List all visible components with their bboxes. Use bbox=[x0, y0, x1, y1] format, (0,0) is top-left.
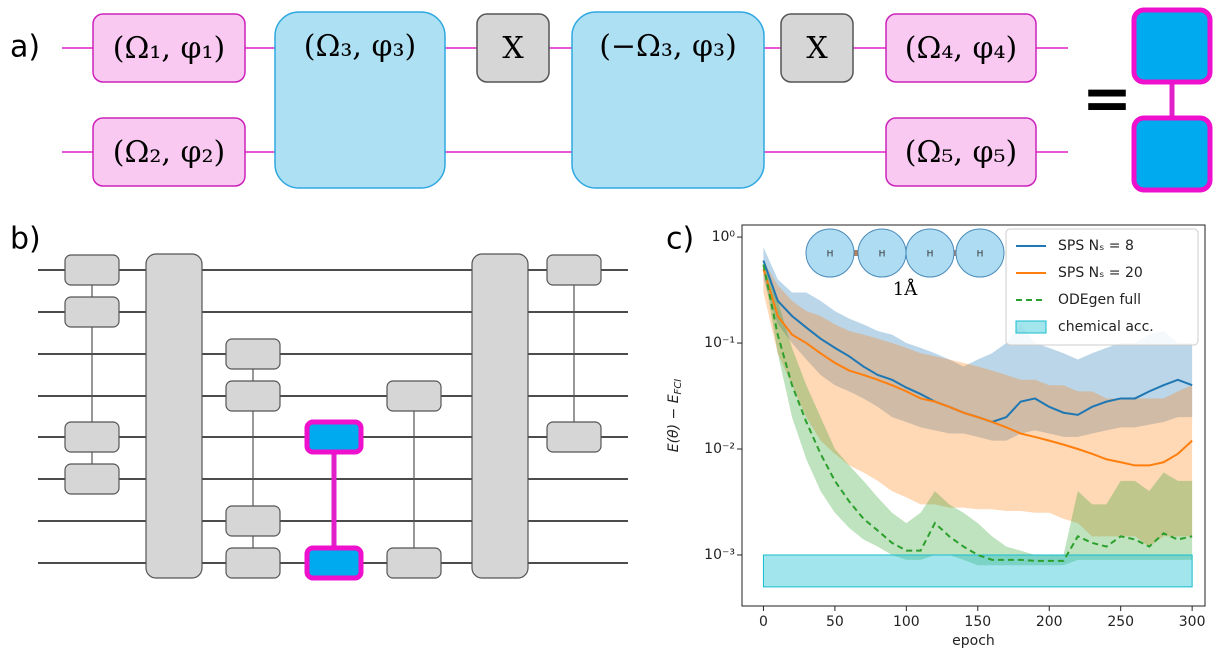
x-tick-label: 150 bbox=[964, 614, 991, 630]
gate-label: X bbox=[806, 31, 828, 66]
panel-label: b) bbox=[10, 222, 41, 257]
x-axis-label: epoch bbox=[952, 633, 995, 649]
block-symbol bbox=[1134, 118, 1210, 190]
gate-box bbox=[146, 254, 202, 578]
atom-label: H bbox=[827, 250, 834, 260]
gate-box bbox=[226, 506, 280, 536]
y-tick-label: 10⁻² bbox=[704, 441, 735, 457]
gate-box bbox=[387, 381, 441, 411]
gate-box bbox=[226, 339, 280, 369]
gate-box bbox=[307, 548, 361, 578]
x-tick-label: 0 bbox=[759, 614, 768, 630]
gate-box bbox=[65, 422, 119, 452]
gate-box bbox=[387, 548, 441, 578]
legend-label: chemical acc. bbox=[1058, 319, 1154, 335]
gate-box bbox=[65, 255, 119, 285]
gate-box bbox=[547, 422, 601, 452]
atom-label: H bbox=[927, 250, 934, 260]
page: { "panel_a": {"label": "a)", "gates": ["… bbox=[0, 0, 1215, 652]
x-tick-label: 300 bbox=[1179, 614, 1206, 630]
gate-label: (Ω₄, φ₄) bbox=[905, 31, 1017, 66]
figure: a) (Ω₁, φ₁) (Ω₂, φ₂) (Ω₃, φ₃) X (−Ω₃, φ₃) X (Ω₄… bbox=[0, 0, 1215, 652]
y-axis-label: E(θ) − EFCI bbox=[666, 379, 684, 453]
legend-label: ODEgen full bbox=[1058, 292, 1141, 308]
gate-box bbox=[226, 548, 280, 578]
x-tick-label: 250 bbox=[1107, 614, 1134, 630]
band bbox=[763, 555, 1192, 587]
gate-label: (Ω₁, φ₁) bbox=[113, 31, 225, 66]
gate-label: (Ω₂, φ₂) bbox=[113, 135, 225, 170]
x-tick-label: 100 bbox=[893, 614, 920, 630]
gate-label: (Ω₅, φ₅) bbox=[905, 135, 1017, 170]
y-tick-label: 10⁰ bbox=[712, 229, 736, 245]
legend-label: SPS Nₛ = 8 bbox=[1058, 238, 1134, 254]
legend-swatch bbox=[1016, 321, 1046, 333]
gate-box bbox=[65, 464, 119, 494]
y-tick-label: 10⁻³ bbox=[704, 547, 735, 563]
gate-box bbox=[472, 254, 528, 578]
equals-sign: = bbox=[1082, 64, 1132, 134]
panel-label: c) bbox=[666, 222, 694, 257]
x-tick-label: 200 bbox=[1036, 614, 1063, 630]
atom-label: H bbox=[879, 250, 886, 260]
panel-label: a) bbox=[10, 30, 40, 65]
inset-label: 1Å bbox=[893, 278, 918, 300]
gate-box bbox=[226, 381, 280, 411]
gate-label: X bbox=[502, 31, 524, 66]
y-tick-label: 10⁻¹ bbox=[704, 335, 735, 351]
legend-label: SPS Nₛ = 20 bbox=[1058, 265, 1143, 281]
y-axis-label-main: E(θ) − E bbox=[666, 394, 682, 452]
gate-box bbox=[307, 422, 361, 452]
x-tick-label: 50 bbox=[826, 614, 844, 630]
y-axis-label-sub: FCI bbox=[673, 379, 684, 395]
block-symbol bbox=[1134, 10, 1210, 82]
atom-label: H bbox=[977, 250, 984, 260]
gate-label: (Ω₃, φ₃) bbox=[304, 29, 416, 64]
gate-label: (−Ω₃, φ₃) bbox=[599, 29, 737, 64]
gate-box bbox=[547, 255, 601, 285]
gate-box bbox=[65, 297, 119, 327]
